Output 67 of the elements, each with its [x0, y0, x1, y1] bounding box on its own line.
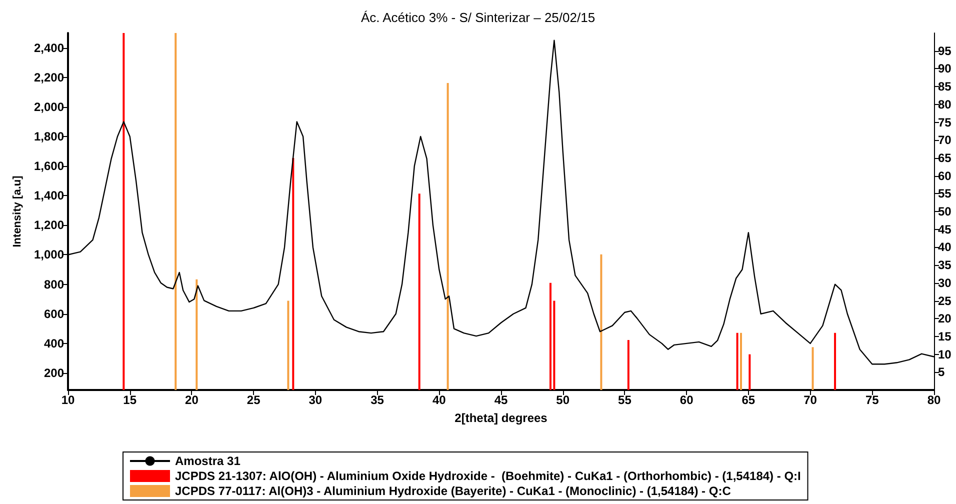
y-tick-label: 2,200	[34, 70, 64, 84]
bar	[446, 82, 449, 390]
y2-tick-label: 25	[938, 294, 952, 308]
y2-tick-label: 80	[938, 97, 952, 112]
y2-tick-label: 15	[938, 329, 952, 344]
y2-tick-label: 35	[938, 258, 952, 272]
bar	[740, 332, 742, 390]
y2-tick-label: 30	[938, 276, 952, 290]
x-tick-label: 15	[123, 393, 137, 407]
x-tick-label: 70	[804, 393, 818, 407]
y2-tick-label: 10	[938, 347, 952, 362]
y2-tick-label: 90	[938, 62, 952, 76]
x-tick-label: 20	[185, 393, 199, 407]
x-tick-label: 50	[556, 393, 570, 407]
y-tick-label: 800	[44, 277, 64, 292]
bar	[418, 194, 420, 390]
bar	[122, 33, 125, 390]
x-tick-label: 75	[865, 393, 880, 407]
bar	[174, 33, 177, 390]
y2-tick-label: 95	[938, 44, 952, 58]
y2-tick-label: 70	[938, 133, 952, 148]
y-tick-label: 2,000	[34, 100, 64, 114]
bar	[549, 282, 552, 390]
y2-tick-label: 5	[938, 365, 945, 380]
bar	[600, 254, 602, 390]
bar	[834, 332, 836, 390]
x-tick-label: 55	[618, 393, 632, 407]
y2-tick-label: 85	[938, 80, 952, 94]
bar	[287, 300, 290, 390]
chart-title: Ác. Acético 3% - S/ Sinterizar – 25/02/15	[360, 10, 596, 25]
x-tick-label: 25	[246, 393, 261, 407]
x-tick-label: 60	[680, 393, 694, 407]
legend-label: JCPDS 21-1307: AlO(OH) - Aluminium Oxide Hydroxide - (Boehmite) - CuKa1 - (Orthorhombic) - (1,54184) - Q:I	[175, 469, 801, 483]
x-tick-label: 35	[370, 393, 384, 407]
y-tick-label: 1,800	[34, 129, 64, 144]
bar	[292, 158, 294, 390]
y-tick-label: 1,000	[34, 248, 64, 262]
y2-tick-label: 40	[938, 240, 952, 254]
y-tick-label: 400	[44, 336, 64, 350]
y2-tick-label: 65	[938, 150, 952, 165]
y2-tick-label: 75	[938, 115, 952, 130]
x-tick-label: 45	[494, 393, 508, 407]
y2-tick-label: 50	[938, 204, 952, 218]
x-axis-title: 2[theta] degrees	[454, 411, 548, 425]
y-tick-label: 2,400	[34, 40, 64, 55]
x-tick-label: 30	[308, 393, 322, 407]
x-tick-label: 10	[61, 393, 75, 407]
y2-tick-label: 45	[938, 222, 952, 236]
y-tick-label: 200	[44, 366, 64, 380]
legend-label: JCPDS 77-0117: Al(OH)3 - Aluminium Hydroxide (Bayerite) - CuKa1 - (Monoclinic) - (1,54184) - Q:C	[175, 484, 732, 498]
bar	[736, 332, 738, 390]
bar	[748, 354, 751, 390]
y-tick-label: 1,400	[34, 188, 64, 203]
y-axis-title: Intensity [a.u]	[12, 175, 24, 248]
x-tick-label: 40	[432, 393, 446, 407]
y2-tick-label: 55	[938, 186, 952, 201]
y2-tick-label: 60	[938, 168, 952, 183]
y-tick-label: 1,600	[34, 159, 64, 174]
legend-label: Amostra 31	[175, 454, 241, 468]
y2-tick-label: 20	[938, 312, 952, 326]
bar	[196, 279, 198, 390]
bar	[812, 347, 814, 390]
x-tick-label: 80	[927, 393, 941, 407]
bar	[627, 340, 630, 390]
x-tick-label: 65	[742, 393, 756, 407]
y-tick-label: 600	[44, 306, 64, 321]
y-tick-label: 1,200	[34, 218, 64, 232]
